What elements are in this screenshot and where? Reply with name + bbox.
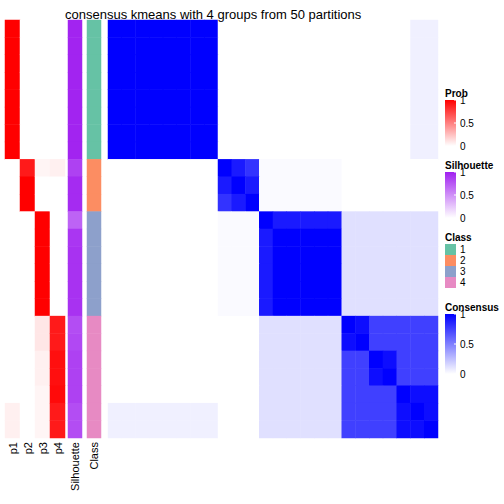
- svg-text:Consensus: Consensus: [445, 302, 499, 313]
- svg-text:p2: p2: [22, 442, 34, 454]
- svg-text:consensus kmeans with 4 groups: consensus kmeans with 4 groups from 50 p…: [65, 7, 362, 22]
- svg-text:0: 0: [460, 213, 466, 224]
- svg-text:Class: Class: [88, 442, 100, 470]
- svg-text:1: 1: [460, 95, 466, 106]
- svg-text:Class: Class: [445, 232, 472, 243]
- svg-text:0: 0: [460, 369, 466, 380]
- svg-text:p3: p3: [37, 442, 49, 454]
- svg-text:4: 4: [460, 277, 466, 288]
- svg-text:Silhouette: Silhouette: [445, 160, 494, 171]
- svg-text:3: 3: [460, 266, 466, 277]
- svg-text:0.5: 0.5: [460, 339, 474, 350]
- svg-text:1: 1: [460, 167, 466, 178]
- svg-text:0: 0: [460, 141, 466, 152]
- svg-text:0.5: 0.5: [460, 190, 474, 201]
- svg-text:p1: p1: [7, 442, 19, 454]
- svg-text:Prob: Prob: [445, 87, 468, 99]
- svg-text:1: 1: [460, 309, 466, 320]
- svg-text:1: 1: [460, 244, 466, 255]
- svg-text:2: 2: [460, 255, 466, 266]
- svg-text:0.5: 0.5: [460, 118, 474, 129]
- svg-text:Silhouette: Silhouette: [69, 442, 81, 491]
- svg-text:p4: p4: [52, 442, 64, 454]
